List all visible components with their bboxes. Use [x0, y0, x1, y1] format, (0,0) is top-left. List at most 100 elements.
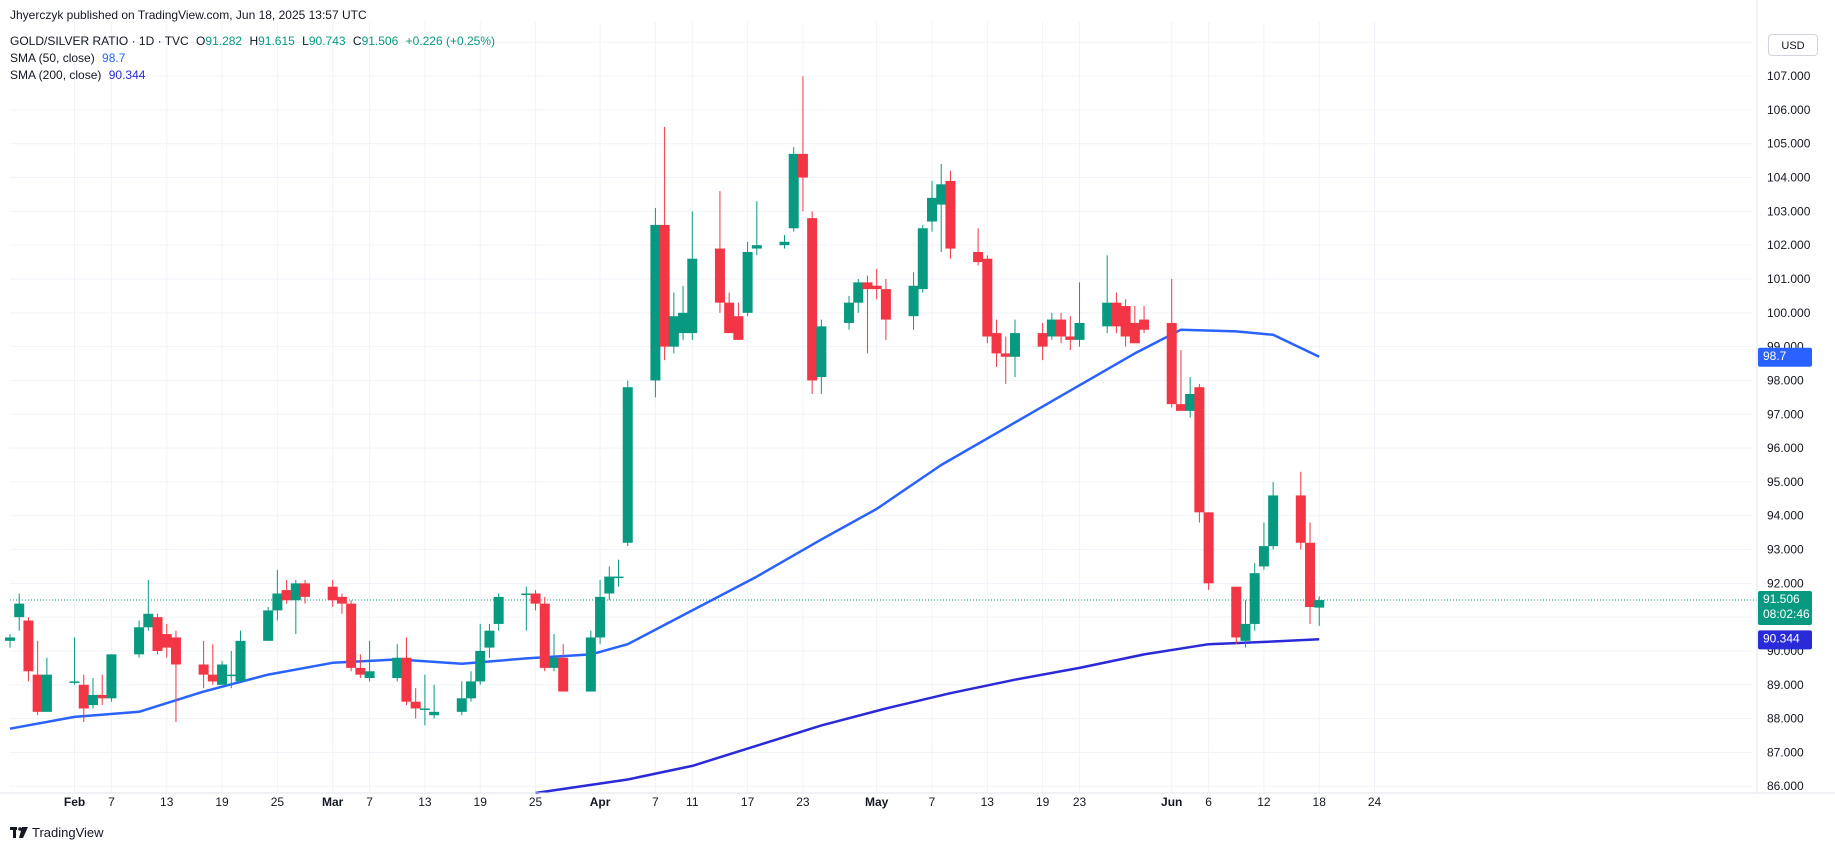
price-tick-label: 103.000: [1767, 204, 1811, 218]
candle-body: [78, 684, 89, 709]
price-tick-label: 104.000: [1767, 171, 1811, 185]
candle-body: [87, 694, 98, 706]
moving-average-lines: [9, 328, 1320, 795]
candle: [161, 623, 172, 658]
candle: [69, 637, 80, 685]
sma50-price-tag-text: 98.7: [1763, 349, 1787, 363]
candle-body: [1009, 333, 1020, 357]
candle: [300, 579, 311, 604]
candle-body: [871, 285, 882, 290]
candle-body: [5, 637, 15, 641]
price-tick-label: 107.000: [1767, 69, 1811, 83]
candle-body: [355, 667, 366, 675]
time-tick-label: Feb: [64, 795, 85, 809]
candle: [1240, 600, 1251, 648]
candle-body: [1120, 306, 1131, 337]
candle: [272, 569, 283, 621]
change-value: +0.226 (+0.25%): [405, 34, 496, 48]
time-axis[interactable]: Feb 7 13 19 25 Mar 7 13 19 25 Apr 7 11 17 23 May 7 13 19 23…: [64, 795, 1382, 809]
candle-body: [419, 708, 430, 710]
candle-body: [613, 576, 624, 579]
candle-body: [816, 326, 827, 378]
candle-body: [1129, 322, 1140, 344]
candle: [1305, 522, 1316, 624]
candle: [622, 380, 633, 547]
candle-body: [300, 583, 311, 597]
candle-body: [991, 333, 1002, 354]
time-tick-label: 7: [366, 795, 373, 809]
price-axis[interactable]: 86.00087.00088.00089.00090.00091.00092.0…: [1767, 35, 1811, 793]
candle: [1268, 481, 1279, 550]
candle: [724, 292, 735, 334]
candle: [945, 170, 956, 259]
candle: [41, 657, 52, 712]
candle: [613, 559, 624, 587]
candle-body: [1258, 546, 1269, 567]
time-tick-label: 13: [981, 795, 995, 809]
candle: [143, 579, 154, 631]
candle: [779, 235, 790, 249]
sma50-value: 98.7: [102, 51, 126, 65]
candle: [14, 593, 25, 631]
indicator-sma50-legend[interactable]: SMA (50, close) 98.7: [10, 51, 129, 65]
candle: [346, 600, 357, 672]
time-tick-label: 7: [929, 795, 936, 809]
open-label: O: [196, 34, 206, 48]
candle-body: [862, 282, 873, 290]
candle-body: [1102, 302, 1113, 327]
candle: [1258, 522, 1269, 570]
candle-body: [143, 613, 154, 628]
symbol-legend[interactable]: GOLD/SILVER RATIO · 1D · TVC O91.282 H91…: [10, 34, 499, 48]
candle: [336, 593, 347, 614]
tradingview-logo-icon: [10, 827, 28, 838]
candle: [1175, 350, 1186, 411]
candle: [678, 285, 689, 340]
candle-body: [336, 596, 347, 604]
candle-body: [1065, 336, 1076, 340]
candle-body: [751, 245, 762, 249]
candle: [1166, 279, 1177, 408]
candle: [604, 566, 615, 601]
candle: [797, 76, 808, 212]
candle-body: [484, 630, 495, 648]
sma50-line: [9, 328, 1320, 730]
candle-body: [290, 583, 301, 601]
candle: [650, 207, 661, 398]
candle-body: [1056, 319, 1067, 337]
tradingview-logo[interactable]: TradingView: [10, 825, 104, 840]
currency-button[interactable]: USD: [1768, 34, 1818, 56]
candle: [392, 644, 403, 682]
candle: [1314, 596, 1325, 626]
candle: [1056, 312, 1067, 344]
candle: [936, 164, 947, 252]
candle: [668, 292, 679, 354]
time-tick-label: 19: [215, 795, 229, 809]
candle: [871, 268, 882, 300]
candle: [226, 650, 237, 689]
candle: [659, 126, 670, 361]
candle-body: [558, 657, 569, 692]
candle-body: [475, 650, 486, 682]
candle-body: [198, 664, 209, 675]
candle-body: [650, 224, 661, 381]
publisher-text: Jhyerczyk published on TradingView.com, …: [10, 8, 367, 22]
candle: [263, 607, 274, 641]
candle-body: [687, 258, 698, 334]
price-tick-label: 96.000: [1767, 441, 1804, 455]
publisher-line: Jhyerczyk published on TradingView.com, …: [10, 8, 371, 22]
candle-body: [1111, 302, 1122, 327]
time-tick-label: 13: [418, 795, 432, 809]
indicator-sma200-legend[interactable]: SMA (200, close) 90.344: [10, 68, 149, 82]
candle-body: [106, 654, 117, 699]
candle-body: [530, 593, 541, 604]
candle-body: [1194, 387, 1205, 513]
close-value: 91.506: [361, 34, 399, 48]
candle-body: [429, 711, 440, 716]
price-tick-label: 102.000: [1767, 238, 1811, 252]
time-tick-label: 23: [1073, 795, 1087, 809]
candle: [521, 586, 532, 631]
sma200-price-tag: 90.344: [1758, 630, 1812, 650]
time-tick-label: 13: [160, 795, 174, 809]
candle-body: [217, 664, 228, 685]
